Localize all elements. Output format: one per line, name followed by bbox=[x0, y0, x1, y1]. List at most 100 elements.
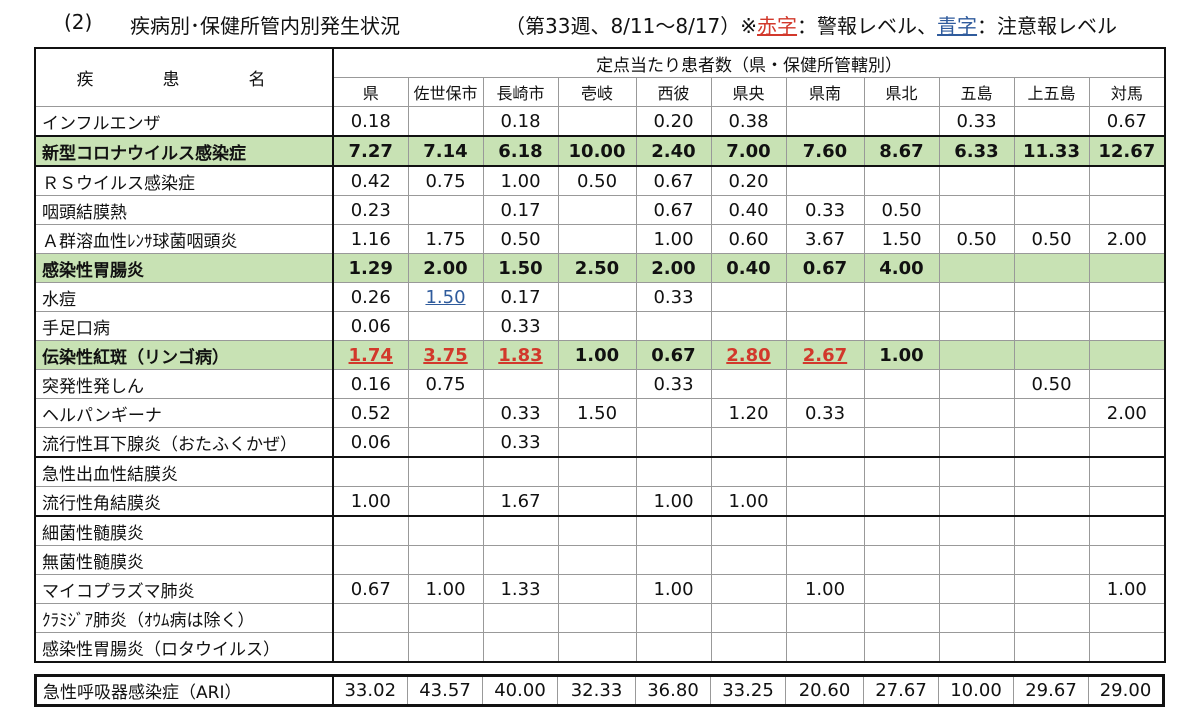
value-cell: 0.52 bbox=[332, 398, 409, 428]
value-cell bbox=[785, 106, 865, 137]
value-cell bbox=[332, 603, 409, 633]
table-row: ＲＳウイルス感染症 0.42 0.75 1.00 0.50 0.67 0.20 bbox=[34, 165, 1167, 196]
value-cell bbox=[557, 282, 637, 312]
value-cell bbox=[407, 545, 484, 575]
value-cell bbox=[1088, 632, 1167, 663]
value-cell bbox=[557, 515, 637, 546]
value-cell bbox=[938, 486, 1015, 517]
value-text: 0.42 bbox=[350, 170, 391, 192]
disease-table: 疾 患 名 定点当たり患者数（県・保健所管轄別） 県佐世保市 長崎市 壱岐 西彼 県央県… bbox=[34, 47, 1167, 663]
value-text: 0.50 bbox=[1031, 228, 1072, 250]
value-cell: 0.75 bbox=[407, 369, 484, 399]
table-row: 突発性発しん 0.16 0.75 0.33 0.50 bbox=[34, 369, 1167, 399]
value-cell bbox=[1013, 632, 1090, 663]
table-row: ｸﾗﾐｼﾞｱ肺炎（ｵｳﾑ病は除く） bbox=[34, 603, 1167, 633]
value-cell: 1.50 bbox=[557, 398, 637, 428]
value-cell: 0.17 bbox=[482, 282, 559, 312]
value-cell: 0.50 bbox=[557, 165, 637, 196]
disease-name: インフルエンザ bbox=[34, 106, 334, 137]
value-cell: 1.00 bbox=[1088, 574, 1167, 604]
disease-name: 新型コロナウイルス感染症 bbox=[34, 135, 334, 167]
value-cell bbox=[407, 632, 484, 663]
value-cell: 2.00 bbox=[635, 253, 712, 283]
table-row: 新型コロナウイルス感染症 7.27 7.14 6.18 10.00 2.40 7.00 7.6… bbox=[34, 135, 1167, 167]
value-cell bbox=[863, 486, 940, 517]
value-cell bbox=[863, 369, 940, 399]
value-text: 2.00 bbox=[423, 257, 468, 279]
table-row: 細菌性髄膜炎 bbox=[34, 515, 1167, 546]
value-cell: 0.33 bbox=[785, 195, 865, 225]
period-text: （第33週、8/11～8/17）※ bbox=[505, 14, 758, 38]
value-cell: 0.67 bbox=[635, 340, 712, 370]
value-text: 1.29 bbox=[348, 257, 393, 279]
value-cell bbox=[482, 603, 559, 633]
value-cell bbox=[938, 369, 1015, 399]
disease-name: 急性出血性結膜炎 bbox=[34, 456, 334, 487]
table-row: 感染性胃腸炎 1.29 2.00 1.50 2.50 2.00 0.40 0.67 4.00 bbox=[34, 253, 1167, 283]
ari-value: 36.80 bbox=[635, 675, 711, 706]
value-cell: 0.33 bbox=[482, 311, 559, 341]
value-cell: 0.40 bbox=[710, 195, 787, 225]
value-cell: 11.33 bbox=[1013, 135, 1090, 167]
value-cell bbox=[557, 545, 637, 575]
value-text: 1.00 bbox=[879, 344, 924, 366]
value-cell bbox=[710, 515, 787, 546]
column-header: 長崎市 bbox=[482, 77, 559, 107]
value-cell bbox=[938, 340, 1015, 370]
disease-name: 細菌性髄膜炎 bbox=[34, 515, 334, 546]
value-text: 0.33 bbox=[804, 402, 846, 424]
value-cell: 0.50 bbox=[1013, 224, 1090, 254]
ari-value: 33.25 bbox=[710, 675, 786, 706]
page-title: (2) 疾病別･保健所管内別発生状況 （第33週、8/11～8/17）※赤字：警… bbox=[0, 10, 1200, 38]
value-cell: 0.40 bbox=[710, 253, 787, 283]
value-cell bbox=[557, 427, 637, 458]
value-cell: 2.00 bbox=[1088, 398, 1167, 428]
value-cell bbox=[482, 456, 559, 487]
value-cell bbox=[785, 486, 865, 517]
value-cell bbox=[785, 311, 865, 341]
value-cell bbox=[1088, 253, 1167, 283]
value-cell: 0.67 bbox=[635, 195, 712, 225]
table-body: インフルエンザ 0.18 0.18 0.20 0.38 0.33 0.67 新型コロナウイルス… bbox=[34, 106, 1167, 663]
value-cell: 0.17 bbox=[482, 195, 559, 225]
value-cell bbox=[635, 398, 712, 428]
value-text: 7.27 bbox=[348, 140, 393, 162]
value-text: 0.75 bbox=[425, 373, 466, 395]
value-text: 1.00 bbox=[574, 344, 620, 366]
value-cell bbox=[1088, 545, 1167, 575]
disease-name: 伝染性紅斑（リンゴ病） bbox=[34, 340, 334, 370]
value-cell bbox=[863, 456, 940, 487]
value-cell: 2.80 bbox=[710, 340, 787, 370]
disease-name: 流行性角結膜炎 bbox=[34, 486, 334, 517]
value-text: 0.20 bbox=[728, 170, 769, 192]
section-title: 疾病別･保健所管内別発生状況 bbox=[130, 14, 400, 38]
value-text: 0.20 bbox=[653, 110, 694, 132]
value-cell: 2.50 bbox=[557, 253, 637, 283]
value-text: 1.00 bbox=[728, 490, 769, 512]
column-header: 対馬 bbox=[1088, 77, 1167, 107]
value-cell: 10.00 bbox=[557, 135, 637, 167]
value-cell: 1.00 bbox=[635, 574, 712, 604]
value-text: 1.50 bbox=[881, 228, 922, 250]
value-cell bbox=[1088, 369, 1167, 399]
ari-value: 40.00 bbox=[482, 675, 558, 706]
value-cell bbox=[482, 515, 559, 546]
value-cell bbox=[863, 282, 940, 312]
value-cell bbox=[332, 515, 409, 546]
value-text: 1.00 bbox=[500, 170, 541, 192]
value-cell: 0.26 bbox=[332, 282, 409, 312]
value-cell: 1.16 bbox=[332, 224, 409, 254]
value-cell: 1.00 bbox=[557, 340, 637, 370]
value-cell bbox=[1088, 311, 1167, 341]
disease-name: ＲＳウイルス感染症 bbox=[34, 165, 334, 196]
value-text: 3.67 bbox=[804, 228, 846, 250]
value-cell: 1.00 bbox=[635, 224, 712, 254]
value-cell bbox=[1013, 311, 1090, 341]
ari-value: 27.67 bbox=[863, 675, 939, 706]
value-text: 0.67 bbox=[802, 257, 848, 279]
value-cell bbox=[635, 545, 712, 575]
value-cell: 1.83 bbox=[482, 340, 559, 370]
value-cell bbox=[938, 603, 1015, 633]
value-cell: 0.50 bbox=[1013, 369, 1090, 399]
value-cell bbox=[1013, 545, 1090, 575]
